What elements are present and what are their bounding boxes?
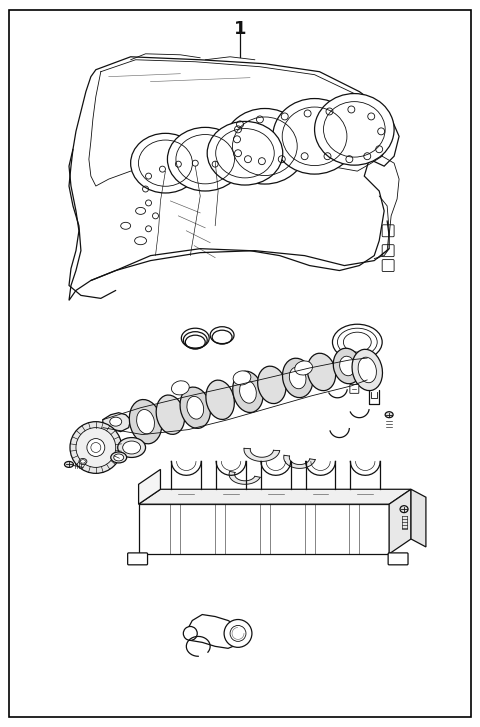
FancyBboxPatch shape	[388, 553, 408, 565]
Ellipse shape	[137, 409, 155, 434]
FancyBboxPatch shape	[382, 225, 394, 237]
Ellipse shape	[207, 121, 283, 185]
Ellipse shape	[156, 395, 185, 434]
Ellipse shape	[307, 353, 336, 390]
Ellipse shape	[258, 366, 286, 403]
Ellipse shape	[114, 454, 124, 461]
Ellipse shape	[233, 371, 251, 385]
Circle shape	[183, 627, 197, 640]
Polygon shape	[284, 455, 315, 468]
Polygon shape	[139, 505, 389, 554]
FancyBboxPatch shape	[382, 260, 394, 272]
Circle shape	[87, 438, 105, 457]
Ellipse shape	[295, 361, 312, 375]
Polygon shape	[185, 614, 242, 648]
Ellipse shape	[180, 387, 210, 428]
Ellipse shape	[223, 108, 307, 184]
Ellipse shape	[340, 356, 355, 376]
Ellipse shape	[79, 459, 87, 465]
Polygon shape	[139, 489, 411, 505]
Ellipse shape	[131, 133, 200, 193]
Polygon shape	[244, 449, 280, 462]
Ellipse shape	[129, 400, 162, 443]
Ellipse shape	[181, 328, 209, 348]
Ellipse shape	[240, 380, 256, 403]
Ellipse shape	[333, 348, 361, 384]
Ellipse shape	[64, 462, 73, 467]
Ellipse shape	[171, 381, 189, 395]
Ellipse shape	[81, 459, 85, 463]
Ellipse shape	[187, 396, 204, 419]
Ellipse shape	[110, 417, 122, 426]
Ellipse shape	[358, 357, 376, 382]
Ellipse shape	[385, 411, 393, 418]
Circle shape	[70, 422, 122, 473]
Ellipse shape	[333, 324, 382, 360]
Circle shape	[224, 619, 252, 647]
Ellipse shape	[314, 94, 394, 165]
Ellipse shape	[233, 371, 263, 412]
FancyBboxPatch shape	[350, 385, 359, 393]
Ellipse shape	[206, 380, 234, 419]
Polygon shape	[69, 57, 399, 300]
Circle shape	[76, 427, 116, 467]
Ellipse shape	[111, 452, 127, 463]
Polygon shape	[389, 489, 411, 554]
Polygon shape	[229, 471, 260, 484]
Ellipse shape	[273, 99, 356, 174]
Polygon shape	[103, 413, 131, 432]
Ellipse shape	[289, 367, 306, 389]
Ellipse shape	[352, 349, 383, 390]
Polygon shape	[139, 470, 160, 505]
Ellipse shape	[168, 127, 243, 191]
Ellipse shape	[400, 506, 408, 513]
Text: 1: 1	[234, 20, 246, 38]
Ellipse shape	[123, 441, 141, 454]
FancyBboxPatch shape	[128, 553, 147, 565]
Ellipse shape	[283, 358, 313, 398]
FancyBboxPatch shape	[382, 245, 394, 257]
Polygon shape	[411, 489, 426, 547]
Ellipse shape	[118, 438, 145, 457]
